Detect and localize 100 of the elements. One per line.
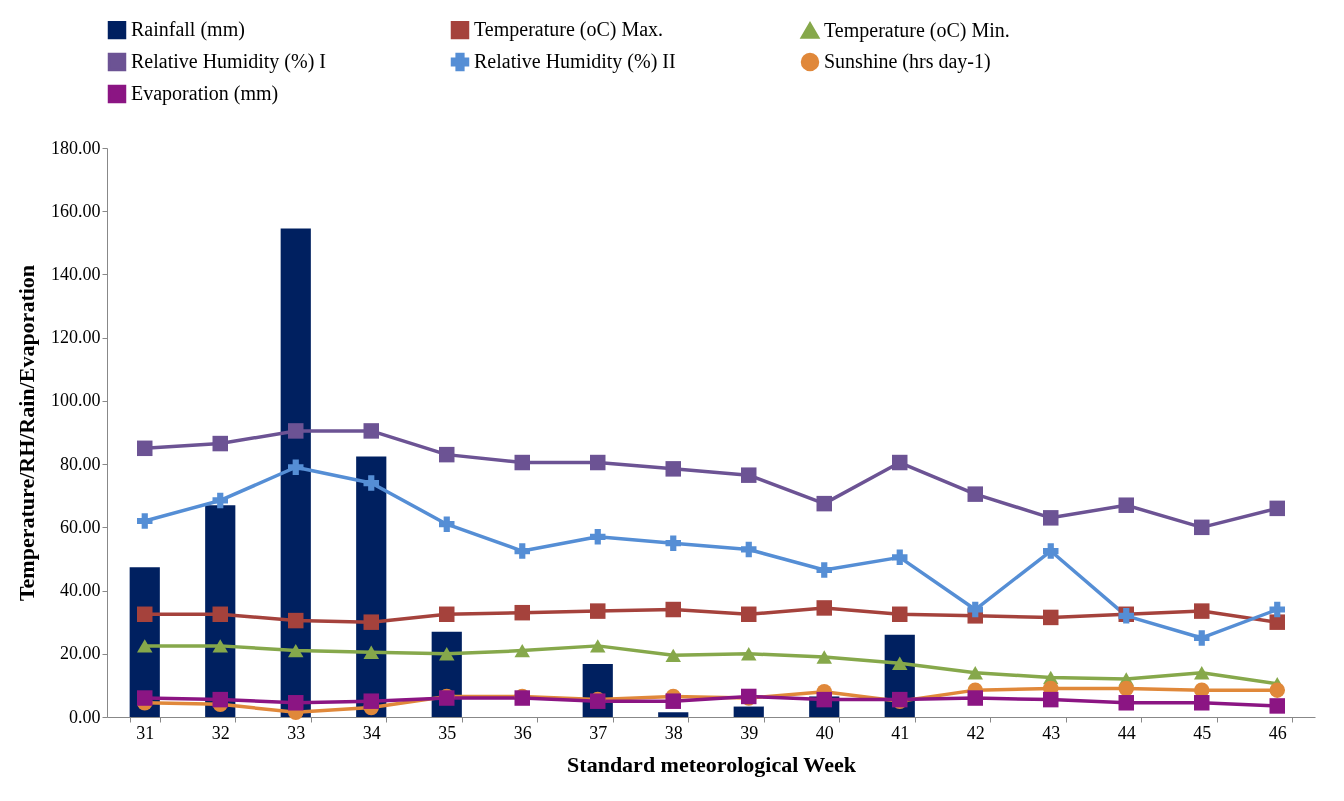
point <box>363 475 379 491</box>
point <box>1269 601 1285 618</box>
point <box>1043 543 1059 559</box>
point <box>1118 680 1134 697</box>
point <box>1043 691 1059 708</box>
point <box>967 666 983 680</box>
point <box>1269 698 1285 714</box>
legend-label: Relative Humidity (%) II <box>474 50 676 73</box>
point <box>741 467 757 483</box>
point <box>665 601 681 618</box>
point <box>892 656 908 670</box>
x-tick-label: 33 <box>287 722 306 743</box>
legend-label: Rainfall (mm) <box>131 18 245 42</box>
x-tick-label: 46 <box>1268 722 1287 743</box>
point <box>590 639 606 653</box>
point <box>967 601 983 618</box>
point <box>137 513 153 529</box>
legend-label: Temperature (oC) Min. <box>824 18 1010 42</box>
point <box>1118 695 1134 711</box>
point <box>1194 666 1210 680</box>
point <box>212 492 228 509</box>
point <box>1194 630 1210 646</box>
point <box>1118 497 1134 513</box>
point <box>439 606 455 623</box>
point <box>892 549 908 566</box>
point <box>514 643 530 658</box>
point <box>741 647 757 661</box>
x-tick-label: 39 <box>740 722 759 743</box>
y-tick-label: 80.00 <box>60 453 101 474</box>
legend-label: Temperature (oC) Max. <box>474 18 664 42</box>
point <box>665 461 681 477</box>
x-tick-label: 44 <box>1117 722 1136 743</box>
point <box>590 529 606 545</box>
point <box>1194 519 1210 536</box>
point <box>288 423 304 439</box>
x-tick-label: 32 <box>211 722 230 743</box>
point <box>137 639 153 653</box>
x-tick-label: 43 <box>1042 722 1061 743</box>
point <box>137 690 153 706</box>
point <box>212 606 228 623</box>
point <box>288 695 304 711</box>
point <box>665 648 681 663</box>
point <box>816 495 832 512</box>
point <box>439 446 455 463</box>
point <box>741 541 757 558</box>
point <box>1043 510 1059 526</box>
point <box>439 647 455 661</box>
x-axis-title: Standard meteorological Week <box>567 751 857 777</box>
y-tick-label: 140.00 <box>51 263 101 284</box>
point <box>1043 609 1059 626</box>
point <box>967 486 983 502</box>
point <box>590 454 606 471</box>
y-tick-label: 100.00 <box>51 390 101 411</box>
legend-label: Relative Humidity (%) I <box>131 50 326 73</box>
point <box>816 600 832 616</box>
point <box>363 645 379 659</box>
point <box>816 650 832 664</box>
point <box>212 691 228 708</box>
point <box>212 435 228 452</box>
y-tick-label: 60.00 <box>60 516 101 537</box>
point <box>590 603 606 619</box>
x-tick-label: 34 <box>362 722 381 743</box>
point <box>665 693 681 709</box>
y-tick-label: 0.00 <box>69 706 101 727</box>
point <box>1269 614 1285 630</box>
x-tick-label: 41 <box>891 722 910 743</box>
point <box>137 440 153 457</box>
point <box>363 693 379 709</box>
point <box>137 606 153 623</box>
x-tick-label: 31 <box>136 722 155 743</box>
point <box>514 604 530 621</box>
y-tick-label: 180.00 <box>51 137 101 158</box>
point <box>288 459 304 476</box>
point <box>212 639 228 653</box>
y-tick-label: 120.00 <box>51 327 101 348</box>
x-tick-label: 36 <box>513 722 532 743</box>
point <box>1269 682 1285 698</box>
x-tick-label: 38 <box>664 722 683 743</box>
point <box>1194 603 1210 619</box>
point <box>363 423 379 439</box>
legend-label: Evaporation (mm) <box>131 82 279 105</box>
point <box>892 454 908 471</box>
x-tick-label: 40 <box>815 722 834 743</box>
y-axis-title: Temperature/RH/Rain/Evaporation <box>14 264 39 602</box>
y-tick-label: 40.00 <box>60 580 101 601</box>
x-tick-label: 42 <box>966 722 985 743</box>
y-tick-label: 20.00 <box>60 643 101 664</box>
point <box>363 614 379 630</box>
point <box>514 454 530 471</box>
point <box>816 562 832 578</box>
point <box>665 535 681 551</box>
point <box>741 606 757 623</box>
legend-label: Sunshine (hrs day-1) <box>824 50 991 73</box>
bar <box>658 712 689 717</box>
point <box>967 690 983 706</box>
point <box>1194 695 1210 711</box>
x-tick-label: 35 <box>438 722 457 743</box>
point <box>1269 500 1285 517</box>
point <box>892 606 908 623</box>
point <box>288 643 304 658</box>
